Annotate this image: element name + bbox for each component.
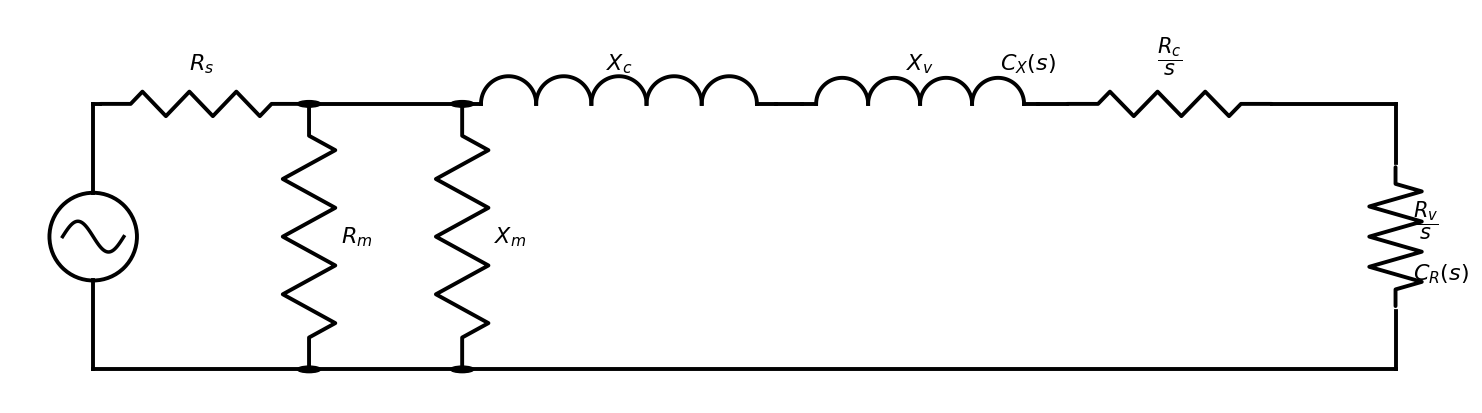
Text: $X_c$: $X_c$ <box>606 52 633 76</box>
Text: $R_s$: $R_s$ <box>188 52 213 76</box>
Text: $R_m$: $R_m$ <box>341 225 372 249</box>
Circle shape <box>298 101 320 108</box>
Circle shape <box>451 366 474 373</box>
Circle shape <box>298 366 320 373</box>
Text: $C_R(s)$: $C_R(s)$ <box>1412 262 1469 285</box>
Text: $\dfrac{R_v}{s}$: $\dfrac{R_v}{s}$ <box>1412 200 1439 242</box>
Text: $C_X(s)$: $C_X(s)$ <box>1000 52 1057 76</box>
Text: $X_m$: $X_m$ <box>495 225 526 249</box>
Text: $X_v$: $X_v$ <box>907 52 934 76</box>
Text: $\dfrac{R_c}{s}$: $\dfrac{R_c}{s}$ <box>1157 36 1183 78</box>
Circle shape <box>451 101 474 108</box>
